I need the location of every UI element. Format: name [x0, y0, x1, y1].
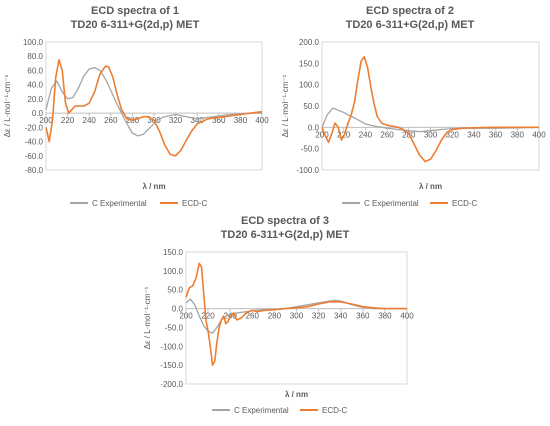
x-tick-label: 360 — [212, 116, 226, 125]
x-tick-label: 320 — [312, 312, 326, 321]
y-tick-label: 50.0 — [167, 286, 183, 295]
y-tick-label: 20.0 — [27, 95, 43, 104]
y-tick-label: -50.0 — [165, 323, 184, 332]
x-tick-label: 240 — [83, 116, 97, 125]
y-tick-label: 50.0 — [303, 102, 319, 111]
plot-area — [45, 41, 263, 171]
x-tick-label: 300 — [424, 130, 438, 139]
x-tick-label: 220 — [61, 116, 75, 125]
y-axis-label: Δε / L·mol⁻¹·cm⁻¹ — [3, 74, 12, 137]
y-tick-label: -50.0 — [301, 145, 320, 154]
x-tick-label: 200 — [179, 312, 193, 321]
series-line-ecd-c — [185, 262, 407, 366]
x-tick-label: 380 — [234, 116, 248, 125]
y-tick-label: 100.0 — [299, 81, 320, 90]
y-tick-label: -100.0 — [296, 166, 319, 175]
y-tick-label: -200.0 — [160, 380, 183, 389]
chart-subtitle: TD20 6-311+G(2d,p) MET — [71, 19, 200, 31]
series-line-ecd-c — [45, 59, 263, 157]
y-axis-label: Δε / L·mol⁻¹·cm⁻¹ — [281, 74, 290, 137]
x-tick-label: 400 — [255, 116, 269, 125]
x-axis-label: λ / nm — [419, 182, 442, 191]
x-tick-label: 340 — [191, 116, 205, 125]
x-tick-label: 320 — [446, 130, 460, 139]
x-tick-label: 400 — [400, 312, 414, 321]
x-tick-label: 340 — [467, 130, 481, 139]
y-tick-label: 80.0 — [27, 52, 43, 61]
y-tick-label: -100.0 — [160, 342, 183, 351]
chart-1: ECD spectra of 1 TD20 6-311+G(2d,p) MET 10… — [3, 5, 269, 208]
plot-area — [321, 41, 540, 171]
legend-label: C Experimental — [234, 406, 289, 415]
chart-title: ECD spectra of 3 — [241, 215, 329, 227]
chart-subtitle: TD20 6-311+G(2d,p) MET — [221, 229, 350, 241]
y-tick-label: 0.0 — [172, 305, 184, 314]
series-line-experimental — [45, 66, 262, 137]
series-line-ecd-c — [321, 56, 539, 163]
y-tick-label: 40.0 — [27, 81, 43, 90]
y-tick-label: -80.0 — [25, 166, 44, 175]
x-tick-label: 220 — [201, 312, 215, 321]
y-tick-label: 150.0 — [299, 59, 320, 68]
x-axis-label: λ / nm — [285, 390, 308, 399]
chart-3: ECD spectra of 3 TD20 6-311+G(2d,p) MET 15… — [143, 215, 414, 415]
chart-2: ECD spectra of 2 TD20 6-311+G(2d,p) MET 20… — [281, 5, 546, 208]
chart-title: ECD spectra of 1 — [91, 5, 179, 17]
x-tick-label: 200 — [315, 130, 329, 139]
chart-subtitle: TD20 6-311+G(2d,p) MET — [346, 19, 475, 31]
plot-area — [185, 251, 408, 385]
x-tick-label: 360 — [489, 130, 503, 139]
chart-title: ECD spectra of 2 — [366, 5, 454, 17]
x-tick-label: 380 — [378, 312, 392, 321]
y-tick-label: -20.0 — [25, 123, 44, 132]
y-tick-label: -40.0 — [25, 138, 44, 147]
legend-label: ECD-C — [182, 199, 208, 208]
y-tick-label: 0.0 — [308, 123, 320, 132]
x-tick-label: 200 — [39, 116, 53, 125]
y-tick-label: 200.0 — [299, 38, 320, 47]
y-tick-label: 0.0 — [32, 109, 44, 118]
x-tick-label: 360 — [356, 312, 370, 321]
x-axis-label: λ / nm — [142, 182, 165, 191]
legend-label: ECD-C — [452, 199, 478, 208]
y-tick-label: -60.0 — [25, 152, 44, 161]
y-axis-label: Δε / L·mol⁻¹·cm⁻¹ — [143, 286, 152, 349]
y-tick-label: 150.0 — [163, 248, 184, 257]
legend-label: C Experimental — [364, 199, 419, 208]
x-tick-label: 320 — [169, 116, 183, 125]
y-tick-label: 100.0 — [163, 267, 184, 276]
y-tick-label: -150.0 — [160, 361, 183, 370]
y-tick-label: 60.0 — [27, 66, 43, 75]
x-tick-label: 340 — [334, 312, 348, 321]
x-tick-label: 260 — [104, 116, 118, 125]
y-tick-label: 100.0 — [23, 38, 44, 47]
x-tick-label: 280 — [268, 312, 282, 321]
x-tick-label: 400 — [532, 130, 546, 139]
x-tick-label: 300 — [290, 312, 304, 321]
legend-label: ECD-C — [322, 406, 348, 415]
x-tick-label: 260 — [246, 312, 260, 321]
legend-label: C Experimental — [92, 199, 147, 208]
x-tick-label: 240 — [359, 130, 373, 139]
x-tick-label: 260 — [380, 130, 394, 139]
x-tick-label: 380 — [511, 130, 525, 139]
